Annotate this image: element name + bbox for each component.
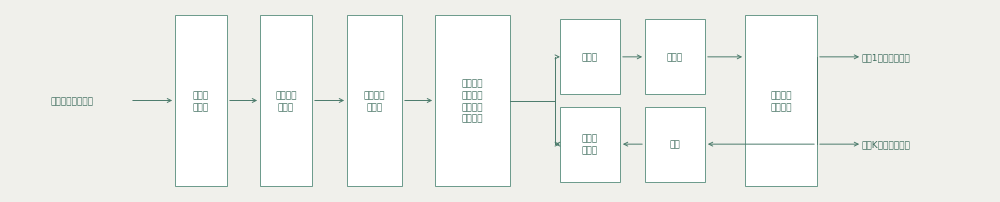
Text: 用户1发送信息判决: 用户1发送信息判决 — [862, 53, 911, 62]
Bar — [560, 20, 620, 95]
Text: 软解调: 软解调 — [582, 53, 598, 62]
Bar — [645, 20, 705, 95]
Text: 解交织: 解交织 — [667, 53, 683, 62]
Text: 交织: 交织 — [670, 140, 680, 149]
Bar — [745, 16, 817, 186]
Text: 均值方
差重建: 均值方 差重建 — [582, 134, 598, 155]
Bar — [347, 16, 402, 186]
Text: 快速傅立
叶变换: 快速傅立 叶变换 — [275, 91, 297, 111]
Text: 接收信号
预处理: 接收信号 预处理 — [364, 91, 385, 111]
Text: 软输入软
输出译码: 软输入软 输出译码 — [770, 91, 792, 111]
Bar — [260, 16, 312, 186]
Text: 去除循
环前缀: 去除循 环前缀 — [193, 91, 209, 111]
Bar — [560, 107, 620, 182]
Bar — [435, 16, 510, 186]
Text: 数字基带接收信号: 数字基带接收信号 — [50, 97, 94, 105]
Text: 利用先验
信息的多
用户联合
频域均衡: 利用先验 信息的多 用户联合 频域均衡 — [462, 79, 483, 123]
Text: 用户K发送信息判决: 用户K发送信息判决 — [862, 140, 911, 149]
Bar — [175, 16, 227, 186]
Bar — [645, 107, 705, 182]
